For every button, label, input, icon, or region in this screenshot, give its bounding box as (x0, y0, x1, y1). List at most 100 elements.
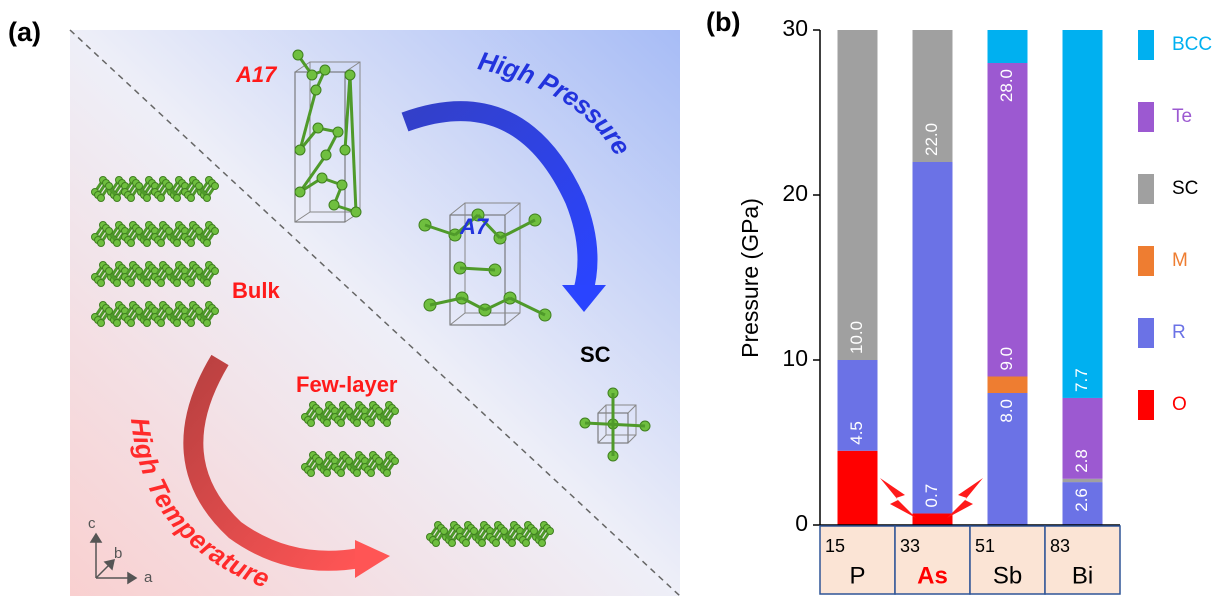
atom (316, 408, 323, 415)
y-tick-label: 30 (782, 15, 808, 41)
transition-label: 2.6 (1072, 488, 1091, 512)
atom (188, 195, 195, 202)
atom (144, 320, 151, 327)
atom (449, 540, 456, 547)
atom (98, 240, 105, 247)
axis-letter: b (114, 545, 122, 562)
atom (188, 280, 195, 287)
legend-label: M (1172, 250, 1188, 271)
atom (392, 408, 399, 415)
phase-label: Few-layer (296, 372, 398, 397)
atom (212, 308, 219, 315)
bar-segment (913, 162, 953, 513)
atomic-number: 51 (975, 536, 995, 556)
x-tick-label: P (849, 562, 865, 589)
atom (547, 528, 554, 535)
atom (313, 123, 323, 133)
atom (166, 268, 173, 275)
x-tick-label: As (917, 562, 948, 589)
bar-segment (1063, 479, 1103, 482)
atom (212, 228, 219, 235)
atom (539, 540, 546, 547)
atom (471, 528, 478, 535)
legend-swatch (1138, 390, 1154, 420)
atom (320, 65, 330, 75)
transition-label: 22.0 (922, 123, 941, 156)
atom (316, 458, 323, 465)
atom (98, 195, 105, 202)
bar-segment (838, 30, 878, 360)
bar-segment (988, 30, 1028, 63)
atom (317, 173, 327, 183)
atom (106, 183, 113, 190)
atom (354, 470, 361, 477)
atom (329, 200, 339, 210)
legend-swatch (1138, 174, 1154, 204)
phase-label: A17 (235, 62, 278, 87)
legend-swatch (1138, 318, 1154, 348)
atom (188, 240, 195, 247)
atom (144, 195, 151, 202)
atom (204, 320, 211, 327)
atom (114, 240, 121, 247)
legend-label: SC (1172, 178, 1198, 199)
legend-label: BCC (1172, 34, 1212, 55)
atom (212, 268, 219, 275)
atom (174, 195, 181, 202)
atom (523, 540, 530, 547)
atomic-number: 15 (825, 536, 845, 556)
atom (128, 240, 135, 247)
atom (340, 145, 350, 155)
atom (433, 540, 440, 547)
panel-label: (b) (706, 7, 740, 37)
legend-swatch (1138, 246, 1154, 276)
legend-swatch (1138, 102, 1154, 132)
atom (384, 470, 391, 477)
atom (376, 458, 383, 465)
atom (106, 268, 113, 275)
transition-label: 4.5 (847, 421, 866, 445)
atom (321, 150, 331, 160)
atom (308, 470, 315, 477)
phase-label: A7 (459, 214, 490, 239)
atom (324, 420, 331, 427)
legend-label: Te (1172, 106, 1192, 127)
atom (136, 183, 143, 190)
atomic-number: 83 (1050, 536, 1070, 556)
atom (204, 240, 211, 247)
atom (346, 408, 353, 415)
atom (368, 420, 375, 427)
atom (337, 180, 347, 190)
atom (509, 540, 516, 547)
atom (114, 280, 121, 287)
atom (196, 228, 203, 235)
transition-label: 28.0 (997, 69, 1016, 102)
atom (333, 127, 343, 137)
atom (376, 408, 383, 415)
atom (392, 458, 399, 465)
axis-letter: a (144, 569, 153, 586)
plot: 01020304.510.00.722.08.09.028.02.62.87.7… (782, 15, 1212, 594)
transition-label: 10.0 (847, 321, 866, 354)
axis-letter: c (88, 515, 96, 532)
transition-label: 0.7 (922, 484, 941, 508)
x-tick-label: Bi (1072, 562, 1093, 589)
y-tick-label: 10 (782, 345, 808, 371)
atom (531, 528, 538, 535)
transition-label: 9.0 (997, 347, 1016, 371)
bar-segment (913, 513, 953, 525)
atom (188, 320, 195, 327)
atom (166, 308, 173, 315)
atom (293, 50, 303, 60)
atom (212, 183, 219, 190)
atom (136, 308, 143, 315)
atom (98, 280, 105, 287)
atom (501, 528, 508, 535)
atom (174, 240, 181, 247)
atom (368, 470, 375, 477)
bond (460, 268, 495, 270)
panel-label: (a) (8, 17, 41, 47)
transition-label: 7.7 (1072, 368, 1091, 392)
atom (106, 308, 113, 315)
atom (196, 183, 203, 190)
